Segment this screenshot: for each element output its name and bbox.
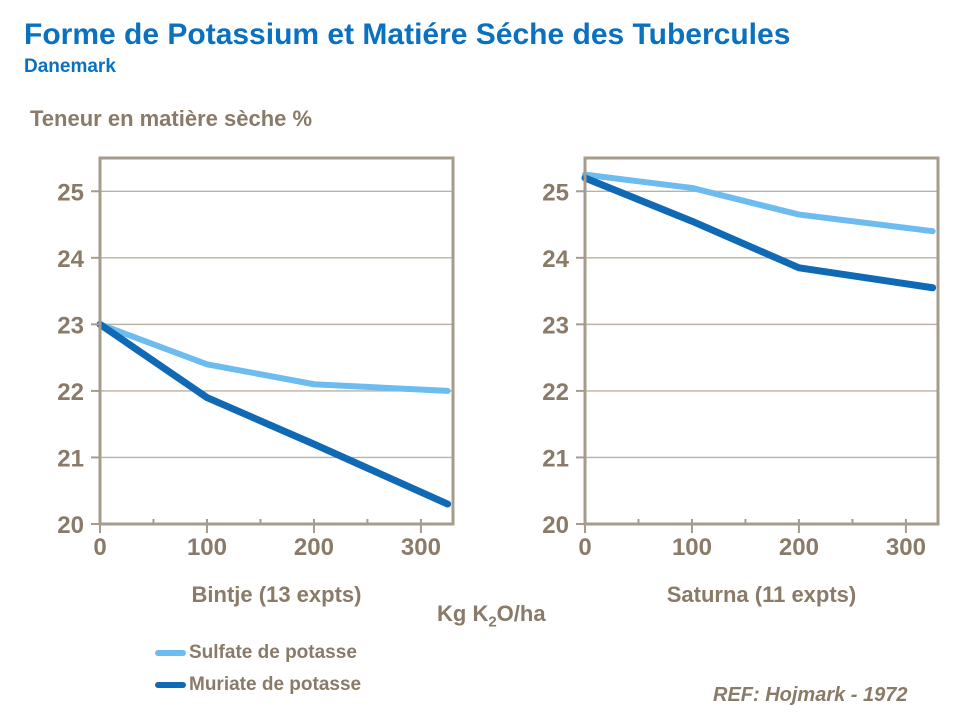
plot-frame [98,156,455,526]
x-tick-label: 200 [294,534,334,561]
saturna-chart-svg: 20 21 22 23 24 25 0 100 200 300 Saturna (11 expts) [542,156,940,607]
x-unit-suffix: O/ha [496,601,546,626]
x-tick-label: 0 [93,534,106,561]
x-tick-label: 200 [779,534,819,561]
x-tick-label: 300 [886,534,926,561]
y-tick-label: 22 [57,379,84,406]
page-subtitle: Danemark [24,56,116,77]
series-line-sulfate [97,321,451,394]
x-tick-label: 300 [401,534,441,561]
y-tick-label: 23 [57,312,84,339]
chart-variety-label: Saturna (11 expts) [667,582,857,607]
y-tick-label: 25 [57,179,84,206]
reference-text: REF: Hojmark - 1972 [713,684,908,706]
legend-label-muriate: Muriate de potasse [189,674,362,695]
x-tick-label: 0 [578,534,591,561]
bintje-chart: 20 21 22 23 24 25 0 100 200 300 Bintje (13 expts) [30,145,500,615]
sulfate-line-swatch [155,650,186,656]
y-tick-label: 22 [542,379,569,406]
y-tick-label: 23 [542,312,569,339]
legend-label-sulfate: Sulfate de potasse [189,642,357,663]
bintje-chart-svg: 20 21 22 23 24 25 0 100 200 300 Bintje (13 expts) [57,156,455,607]
plot-frame [583,156,940,526]
y-tick-label: 25 [542,179,569,206]
x-unit-prefix: Kg K [437,601,489,626]
x-tick-label: 100 [187,534,227,561]
series-line-muriate [581,174,937,292]
series-line-muriate [96,320,452,508]
y-tick-label: 21 [57,445,84,472]
chart-variety-label: Bintje (13 expts) [192,582,362,607]
y-axis-title: Teneur en matière sèche % [30,106,313,131]
x-axis-unit-label: Kg K2O/ha [437,601,546,630]
page-title: Forme de Potassium et Matiére Séche des … [24,18,791,51]
x-tick-label: 100 [672,534,712,561]
y-tick-label: 20 [57,512,84,539]
y-tick-label: 24 [542,246,569,273]
x-unit-subscript: 2 [488,613,497,631]
saturna-chart: 20 21 22 23 24 25 0 100 200 300 Saturna (11 expts) [515,145,960,615]
legend-item-sulfate: Sulfate de potasse [155,640,361,666]
legend: Sulfate de potasse Muriate de potasse [155,640,361,704]
y-tick-label: 20 [542,512,569,539]
legend-item-muriate: Muriate de potasse [155,672,361,698]
y-tick-label: 21 [542,445,569,472]
series-line-sulfate [582,171,936,235]
muriate-line-swatch [155,682,186,688]
y-tick-label: 24 [57,246,84,273]
